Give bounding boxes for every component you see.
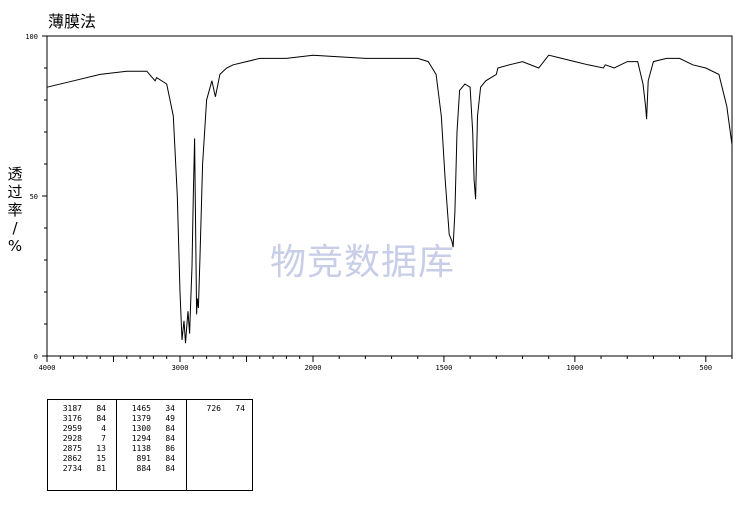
x-tick-label: 1500: [436, 364, 453, 372]
peak-wavenumber: 3187: [62, 404, 82, 413]
peak-table-row: 1138 86: [121, 444, 184, 454]
y-axis-ticks: [42, 35, 47, 357]
peak-wavenumber: 884: [136, 464, 151, 473]
peak-wavenumber: 1379: [131, 414, 151, 423]
y-tick-label: 0: [34, 353, 38, 361]
peak-wavenumber: 2862: [62, 454, 82, 463]
chart-title: 薄膜法: [48, 12, 97, 31]
peak-transmittance: 4: [101, 424, 106, 433]
x-tick-label: 3000: [172, 364, 189, 372]
peak-table-row: 2959 4: [52, 424, 114, 434]
peak-wavenumber: 2928: [62, 434, 82, 443]
peak-wavenumber: 2959: [62, 424, 82, 433]
peak-wavenumber: 1294: [131, 434, 151, 443]
peak-transmittance: 84: [165, 424, 175, 433]
peak-table-row: 2875 13: [52, 444, 114, 454]
peak-transmittance: 84: [96, 414, 106, 423]
peak-table-row: 1379 49: [121, 414, 184, 424]
peak-table-row: 1465 34: [121, 404, 184, 414]
peak-transmittance: 15: [96, 454, 106, 463]
peak-table-column: 726 74: [186, 400, 252, 490]
peak-transmittance: 84: [165, 434, 175, 443]
x-tick-label: 4000: [39, 364, 56, 372]
peak-table-row: 2734 81: [52, 464, 114, 474]
x-tick-label: 500: [699, 364, 712, 372]
y-tick-label: 100: [25, 33, 38, 41]
y-tick-label: 50: [30, 193, 38, 201]
peak-wavenumber: 1138: [131, 444, 151, 453]
peak-transmittance: 84: [96, 404, 106, 413]
peak-table-row: 3187 84: [52, 404, 114, 414]
peak-table-row: 3176 84: [52, 414, 114, 424]
watermark: 物竞数据库: [270, 242, 456, 283]
peak-transmittance: 86: [165, 444, 175, 453]
peak-transmittance: 84: [165, 454, 175, 463]
peak-table-column: 3187 84 3176 84 2959 4 2928 7 2875 13 2862 15 2734 81: [48, 400, 116, 490]
peak-transmittance: 49: [165, 414, 175, 423]
peak-table-column: 1465 34 1379 49 1300 84 1294 84 1138 86 891 84 884 84: [116, 400, 186, 490]
peak-table-row: 884 84: [121, 464, 184, 474]
peak-table-row: 891 84: [121, 454, 184, 464]
peak-table-row: 1300 84: [121, 424, 184, 434]
y-axis-label: 透过率 /%: [7, 165, 23, 255]
peak-wavenumber: 1300: [131, 424, 151, 433]
peak-wavenumber: 1465: [131, 404, 151, 413]
peak-wavenumber: 726: [206, 404, 221, 413]
peak-wavenumber: 3176: [62, 414, 82, 423]
peak-transmittance: 84: [165, 464, 175, 473]
peak-transmittance: 74: [235, 404, 245, 413]
peak-transmittance: 13: [96, 444, 106, 453]
peak-table-row: 2928 7: [52, 434, 114, 444]
peak-table-row: 726 74: [191, 404, 250, 414]
peak-table-row: 2862 15: [52, 454, 114, 464]
peak-table-row: 1294 84: [121, 434, 184, 444]
y-axis-tick-labels: 0 50 100: [25, 33, 38, 361]
peak-table: 3187 84 3176 84 2959 4 2928 7 2875 13 2862 15 2734 81…: [47, 399, 253, 491]
plot-frame: [46, 35, 733, 357]
spectrum-line: [46, 54, 733, 344]
peak-wavenumber: 2734: [62, 464, 82, 473]
x-axis-ticks: [46, 356, 733, 362]
peak-wavenumber: 2875: [62, 444, 82, 453]
peak-transmittance: 34: [165, 404, 175, 413]
peak-wavenumber: 891: [136, 454, 151, 463]
x-axis-tick-labels: 4000 3000 2000 1500 1000 500: [39, 364, 713, 372]
x-tick-label: 2000: [305, 364, 322, 372]
x-tick-label: 1000: [566, 364, 583, 372]
peak-transmittance: 7: [101, 434, 106, 443]
peak-transmittance: 81: [96, 464, 106, 473]
